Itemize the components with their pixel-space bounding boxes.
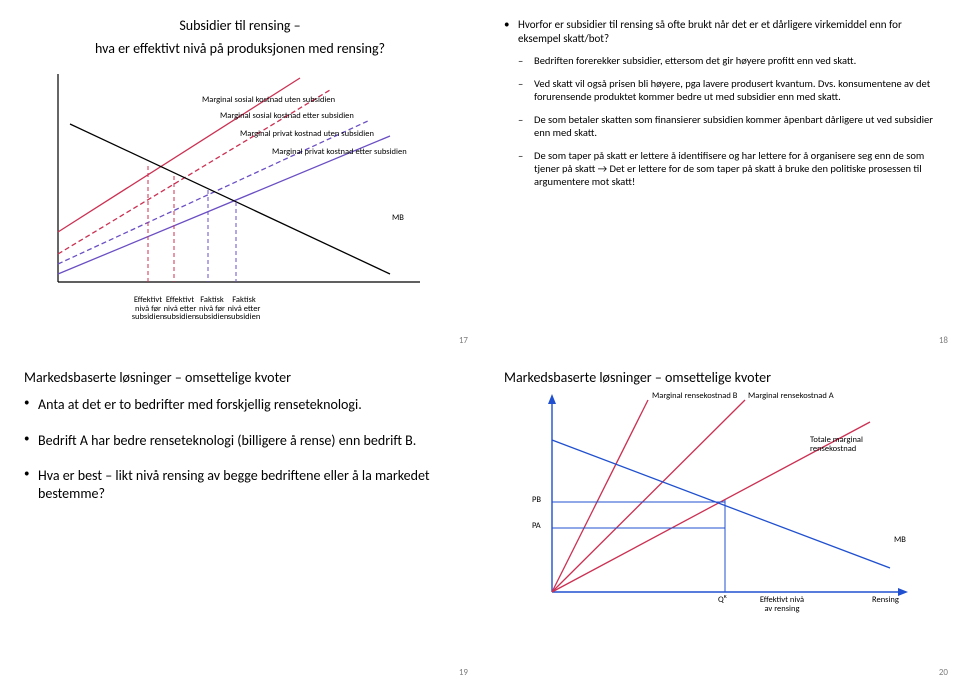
slide-19: Markedsbaserte løsninger – omsettelige k… [0, 352, 480, 684]
sub-item: Ved skatt vil også prisen bli høyere, pg… [518, 77, 936, 103]
page-number: 20 [939, 667, 948, 678]
label-pa: PA [532, 522, 541, 531]
sub-item: Bedriften forerekker subsidier, ettersom… [518, 54, 936, 67]
bullet-item: Hva er best – likt nivå rensing av begge… [24, 467, 456, 502]
label-mb: MB [392, 214, 404, 223]
sub-item: De som betaler skatten som finansierer s… [518, 113, 936, 139]
slide-17: Subsidier til rensing – hva er effektivt… [0, 0, 480, 352]
sub-list: Bedriften forerekker subsidier, ettersom… [518, 54, 936, 189]
label-total: Totale marginal rensekostnad [810, 436, 900, 454]
x-axis-labels: Effektivt nivå før subsidien Effektivt n… [30, 296, 456, 330]
chart-svg [510, 392, 910, 632]
bullet-list: Hvorfor er subsidier til rensing så ofte… [504, 18, 936, 189]
label-mcA: Marginal rensekostnad A [748, 392, 838, 401]
bullet-main: Hvorfor er subsidier til rensing så ofte… [504, 18, 936, 189]
slide-title: Markedsbaserte løsninger – omsettelige k… [24, 370, 456, 387]
slide-18: Hvorfor er subsidier til rensing så ofte… [480, 0, 960, 352]
page-number: 17 [459, 335, 468, 346]
label-xaxis: Rensing [872, 596, 899, 605]
label-qk: Qᴷ [718, 596, 727, 605]
label-pb: PB [532, 496, 541, 505]
label-mpc-etter: Marginal privat kostnad etter subsidien [272, 148, 412, 157]
page-number: 18 [939, 335, 948, 346]
bullet-list: Anta at det er to bedrifter med forskjel… [24, 396, 456, 502]
slide-title: Markedsbaserte løsninger – omsettelige k… [504, 370, 936, 387]
title-line1: Subsidier til rensing – [24, 18, 456, 35]
page-number: 19 [459, 667, 468, 678]
label-msc-uten: Marginal sosial kostnad uten subsidien [202, 96, 335, 105]
bullet-item: Anta at det er to bedrifter med forskjel… [24, 396, 456, 414]
label-msc-etter: Marginal sosial kostnad etter subsidien [220, 112, 354, 121]
sub-item: De som taper på skatt er lettere å ident… [518, 149, 936, 188]
label-mb: MB [894, 536, 906, 545]
subsidy-chart: Marginal sosial kostnad uten subsidien M… [30, 64, 430, 294]
bullet-item: Bedrift A har bedre renseteknologi (bill… [24, 432, 456, 450]
slide-20: Markedsbaserte løsninger – omsettelige k… [480, 352, 960, 684]
label-mpc-uten: Marginal privat kostnad uten subsidien [240, 130, 374, 139]
label-mcB: Marginal rensekostnad B [652, 392, 742, 401]
slide-title: Subsidier til rensing – hva er effektivt… [24, 18, 456, 58]
quota-chart: Marginal rensekostnad B Marginal renseko… [510, 392, 910, 632]
title-line2: hva er effektivt nivå på produksjonen me… [24, 41, 456, 58]
